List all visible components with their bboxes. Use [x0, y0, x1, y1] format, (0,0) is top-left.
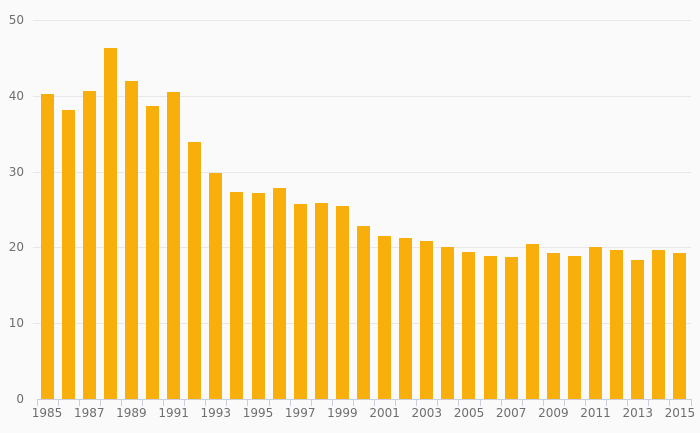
x-axis-tick: [500, 399, 502, 406]
y-axis-tick-label: 20: [8, 240, 24, 255]
x-axis-tick: [184, 399, 186, 406]
x-axis-tick: [669, 399, 671, 406]
y-axis-tick-label: 40: [8, 88, 24, 103]
bar-2002: [399, 237, 413, 399]
x-axis-tick: [521, 399, 523, 406]
bar-2014: [652, 250, 666, 399]
bar-2006: [483, 256, 497, 399]
x-axis-tick-label: 1995: [242, 406, 274, 420]
bar-1989: [124, 80, 138, 399]
x-axis-tick-label: 2009: [538, 406, 569, 420]
x-axis-tick: [416, 399, 418, 406]
bar-1997: [293, 204, 307, 399]
bar-2011: [589, 246, 603, 399]
x-axis-tick-label: 1993: [200, 406, 232, 420]
bar-2010: [567, 255, 581, 399]
bar-1993: [209, 173, 223, 399]
bar-2007: [504, 257, 518, 399]
bar-1988: [103, 48, 117, 399]
x-axis-tick: [331, 399, 333, 406]
bar-2009: [546, 253, 560, 399]
x-axis-tick: [141, 399, 143, 406]
bar-2013: [631, 259, 645, 399]
bar-2003: [420, 240, 434, 399]
gridline: [33, 20, 691, 21]
x-axis-tick: [310, 399, 312, 406]
x-axis-tick: [479, 399, 481, 406]
bar-1987: [82, 91, 96, 399]
bar-2000: [357, 226, 370, 399]
gridline: [33, 95, 691, 97]
bar-2001: [378, 236, 392, 399]
bar-2004: [441, 246, 455, 399]
x-axis-tick-label: 2003: [411, 406, 443, 420]
x-axis-tick: [563, 399, 565, 406]
x-axis-tick: [36, 399, 38, 406]
bar-1996: [272, 188, 286, 399]
x-axis-tick: [627, 399, 629, 406]
x-axis-tick-label: 2015: [664, 406, 696, 420]
x-axis-tick: [163, 399, 165, 406]
x-axis-tick: [205, 399, 207, 406]
bar-1995: [251, 192, 265, 399]
x-axis-tick: [268, 399, 270, 406]
x-axis-tick: [289, 399, 291, 406]
y-axis-tick-label: 50: [8, 13, 24, 27]
x-axis-tick-label: 1987: [73, 406, 105, 420]
y-axis-tick-label: 0: [16, 392, 24, 406]
y-axis-tick-label: 30: [8, 164, 24, 179]
gridline: [33, 171, 691, 173]
x-axis-tick: [247, 399, 249, 406]
x-axis-line: [36, 399, 691, 400]
x-axis-tick-label: 2005: [453, 406, 485, 420]
bar-2015: [673, 252, 687, 399]
x-axis-tick: [690, 399, 692, 406]
bar-1990: [146, 105, 160, 399]
x-axis-tick: [78, 399, 80, 406]
bar-1992: [188, 142, 202, 399]
bar-1994: [230, 192, 244, 399]
bar-1991: [167, 92, 181, 399]
x-axis-tick-label: 1985: [31, 406, 63, 420]
x-axis-tick: [226, 399, 228, 406]
bar-1986: [61, 110, 75, 399]
x-axis-tick: [57, 399, 59, 406]
y-axis-tick-label: 10: [8, 316, 24, 331]
x-axis-tick: [458, 399, 460, 406]
bar-2005: [462, 251, 476, 399]
x-axis-tick: [120, 399, 122, 406]
x-axis-tick-label: 2013: [622, 406, 654, 420]
x-axis-tick-label: 2011: [580, 406, 611, 420]
x-axis-tick: [99, 399, 101, 406]
x-axis-tick-label: 2001: [369, 406, 400, 420]
bar-2008: [525, 244, 539, 399]
x-axis-tick: [585, 399, 587, 406]
x-axis-tick: [352, 399, 354, 406]
x-axis-tick: [374, 399, 376, 406]
x-axis-tick: [437, 399, 439, 406]
x-axis-tick-label: 1997: [284, 406, 316, 420]
x-axis-tick-label: 1999: [327, 406, 358, 420]
bar-2012: [610, 249, 624, 399]
bar-1999: [335, 206, 349, 399]
x-axis-tick-label: 2007: [495, 406, 527, 420]
bar-1998: [314, 202, 328, 399]
x-axis-tick-label: 1989: [116, 406, 147, 420]
bar-1985: [40, 94, 54, 399]
x-axis-tick: [648, 399, 650, 406]
x-axis-tick: [606, 399, 608, 406]
x-axis-tick: [542, 399, 544, 406]
x-axis-tick-label: 1991: [158, 406, 189, 420]
x-axis-tick: [395, 399, 397, 406]
